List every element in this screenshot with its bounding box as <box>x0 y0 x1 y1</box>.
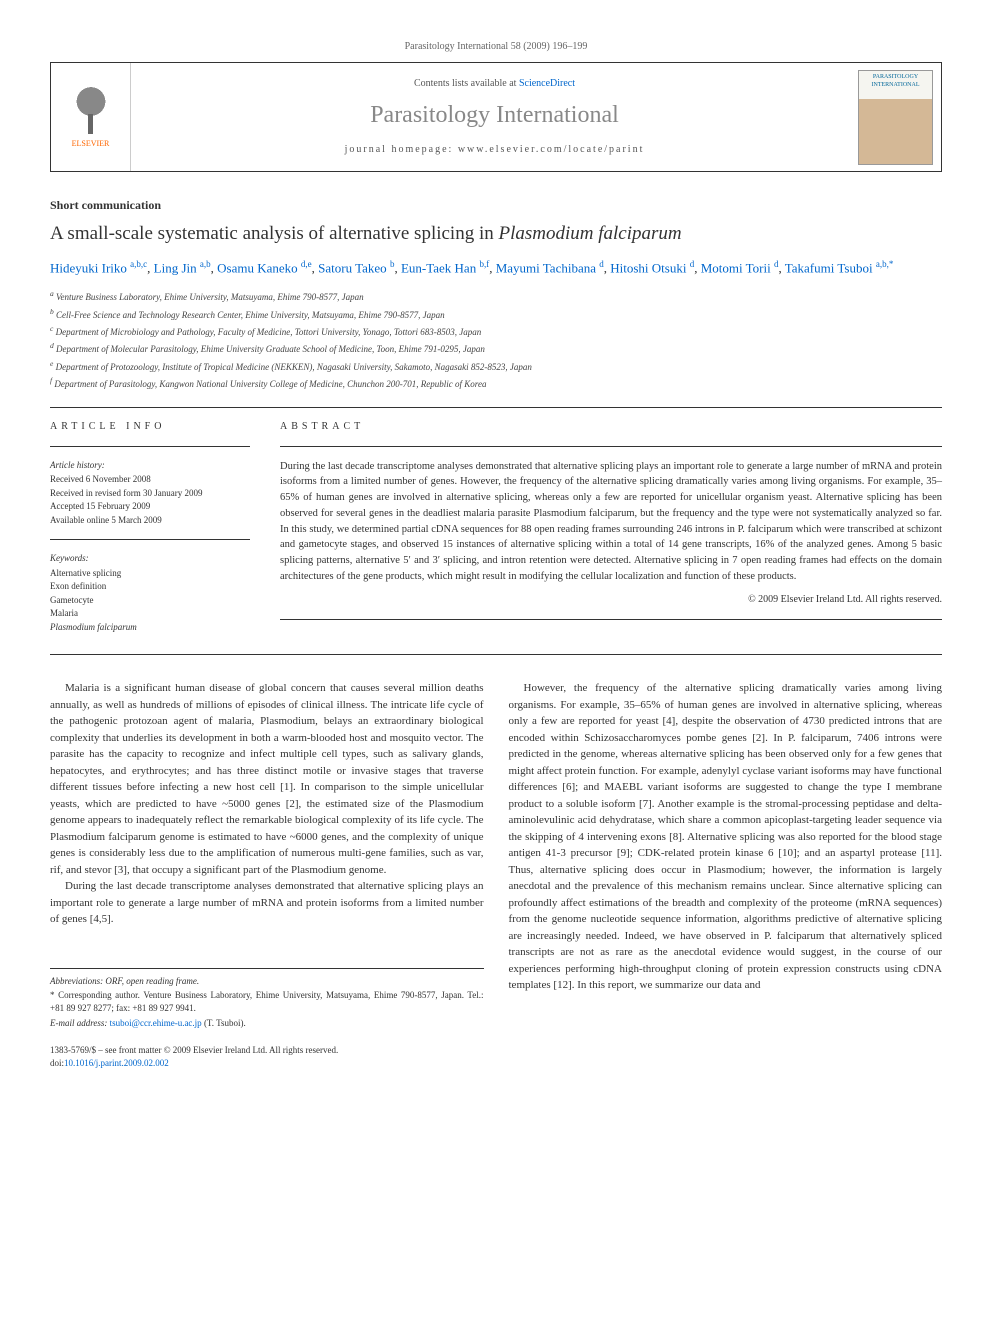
affil-c: c Department of Microbiology and Patholo… <box>50 323 942 339</box>
article-info: ARTICLE INFO Article history: Received 6… <box>50 420 250 635</box>
article-type: Short communication <box>50 197 942 214</box>
divider <box>50 446 250 447</box>
footnote-abbrev: Abbreviations: ORF, open reading frame. <box>50 975 484 988</box>
doi-line: doi:10.1016/j.parint.2009.02.002 <box>50 1057 484 1070</box>
author-2[interactable]: Ling Jin <box>154 261 197 276</box>
keyword-2: Exon definition <box>50 580 250 594</box>
elsevier-tree-icon <box>66 84 116 134</box>
divider <box>50 407 942 408</box>
title-species: Plasmodium falciparum <box>499 223 682 244</box>
author-7[interactable]: Hitoshi Otsuki <box>610 261 686 276</box>
body-columns: Malaria is a significant human disease o… <box>50 680 942 1069</box>
abstract-column: ABSTRACT During the last decade transcri… <box>280 420 942 635</box>
author-6[interactable]: Mayumi Tachibana <box>496 261 596 276</box>
issn-line: 1383-5769/$ – see front matter © 2009 El… <box>50 1044 484 1057</box>
body-para-1: Malaria is a significant human disease o… <box>50 680 484 878</box>
contents-text: Contents lists available at <box>414 78 519 89</box>
article-title: A small-scale systematic analysis of alt… <box>50 222 942 247</box>
authors-list: Hideyuki Iriko a,b,c, Ling Jin a,b, Osam… <box>50 258 942 278</box>
affil-d: d Department of Molecular Parasitology, … <box>50 340 942 356</box>
info-abstract-row: ARTICLE INFO Article history: Received 6… <box>50 420 942 635</box>
email-label: E-mail address: <box>50 1018 110 1028</box>
received-date: Received 6 November 2008 <box>50 473 250 487</box>
body-para-2: During the last decade transcriptome ana… <box>50 878 484 928</box>
doi-label: doi: <box>50 1058 64 1068</box>
homepage-url[interactable]: www.elsevier.com/locate/parint <box>458 144 645 155</box>
accepted-date: Accepted 15 February 2009 <box>50 500 250 514</box>
sciencedirect-link[interactable]: ScienceDirect <box>519 78 575 89</box>
homepage-label: journal homepage: <box>345 144 458 155</box>
affil-e: e Department of Protozoology, Institute … <box>50 358 942 374</box>
online-date: Available online 5 March 2009 <box>50 514 250 528</box>
abstract-heading: ABSTRACT <box>280 420 942 434</box>
divider <box>50 654 942 655</box>
email-link[interactable]: tsuboi@ccr.ehime-u.ac.jp <box>110 1018 202 1028</box>
journal-homepage: journal homepage: www.elsevier.com/locat… <box>139 143 850 157</box>
title-text: A small-scale systematic analysis of alt… <box>50 223 499 244</box>
doi-link[interactable]: 10.1016/j.parint.2009.02.002 <box>64 1058 169 1068</box>
author-4-affil[interactable]: b <box>390 259 395 269</box>
author-3-affil[interactable]: d,e <box>301 259 312 269</box>
keyword-1: Alternative splicing <box>50 567 250 581</box>
elsevier-logo: ELSEVIER <box>51 63 131 171</box>
footnote-corresp: * Corresponding author. Venture Business… <box>50 989 484 1014</box>
journal-banner: ELSEVIER Contents lists available at Sci… <box>50 62 942 172</box>
revised-date: Received in revised form 30 January 2009 <box>50 487 250 501</box>
author-6-affil[interactable]: d <box>599 259 604 269</box>
body-col-left: Malaria is a significant human disease o… <box>50 680 484 1069</box>
email-suffix: (T. Tsuboi). <box>202 1018 246 1028</box>
header-citation: Parasitology International 58 (2009) 196… <box>50 40 942 54</box>
author-3[interactable]: Osamu Kaneko <box>217 261 298 276</box>
journal-cover-icon: PARASITOLOGY INTERNATIONAL <box>858 70 933 165</box>
affil-f: f Department of Parasitology, Kangwon Na… <box>50 375 942 391</box>
author-7-affil[interactable]: d <box>690 259 695 269</box>
journal-name: Parasitology International <box>139 99 850 133</box>
affil-b: b Cell-Free Science and Technology Resea… <box>50 306 942 322</box>
elsevier-label: ELSEVIER <box>72 138 110 149</box>
history-label: Article history: <box>50 459 250 472</box>
keywords-label: Keywords: <box>50 552 250 565</box>
body-col-right: However, the frequency of the alternativ… <box>509 680 943 1069</box>
affil-a: a Venture Business Laboratory, Ehime Uni… <box>50 288 942 304</box>
contents-available: Contents lists available at ScienceDirec… <box>139 77 850 91</box>
body-para-3: However, the frequency of the alternativ… <box>509 680 943 994</box>
author-9[interactable]: Takafumi Tsuboi <box>785 261 873 276</box>
author-4[interactable]: Satoru Takeo <box>318 261 387 276</box>
keyword-3: Gametocyte <box>50 594 250 608</box>
abstract-text: During the last decade transcriptome ana… <box>280 459 942 585</box>
footnotes: Abbreviations: ORF, open reading frame. … <box>50 968 484 1029</box>
banner-center: Contents lists available at ScienceDirec… <box>131 69 858 165</box>
divider <box>50 539 250 540</box>
author-5-affil[interactable]: b,f <box>479 259 489 269</box>
author-9-affil[interactable]: a,b,* <box>876 259 894 269</box>
author-8[interactable]: Motomi Torii <box>701 261 771 276</box>
author-8-affil[interactable]: d <box>774 259 779 269</box>
divider <box>280 446 942 447</box>
author-1-affil[interactable]: a,b,c <box>130 259 147 269</box>
keyword-4: Malaria <box>50 607 250 621</box>
info-heading: ARTICLE INFO <box>50 420 250 434</box>
author-1[interactable]: Hideyuki Iriko <box>50 261 127 276</box>
keyword-5: Plasmodium falciparum <box>50 621 250 635</box>
divider <box>280 619 942 620</box>
abstract-copyright: © 2009 Elsevier Ireland Ltd. All rights … <box>280 593 942 607</box>
author-2-affil[interactable]: a,b <box>200 259 211 269</box>
author-5[interactable]: Eun-Taek Han <box>401 261 476 276</box>
footnote-email: E-mail address: tsuboi@ccr.ehime-u.ac.jp… <box>50 1017 484 1030</box>
affiliations: a Venture Business Laboratory, Ehime Uni… <box>50 288 942 391</box>
page-footer: 1383-5769/$ – see front matter © 2009 El… <box>50 1044 484 1069</box>
